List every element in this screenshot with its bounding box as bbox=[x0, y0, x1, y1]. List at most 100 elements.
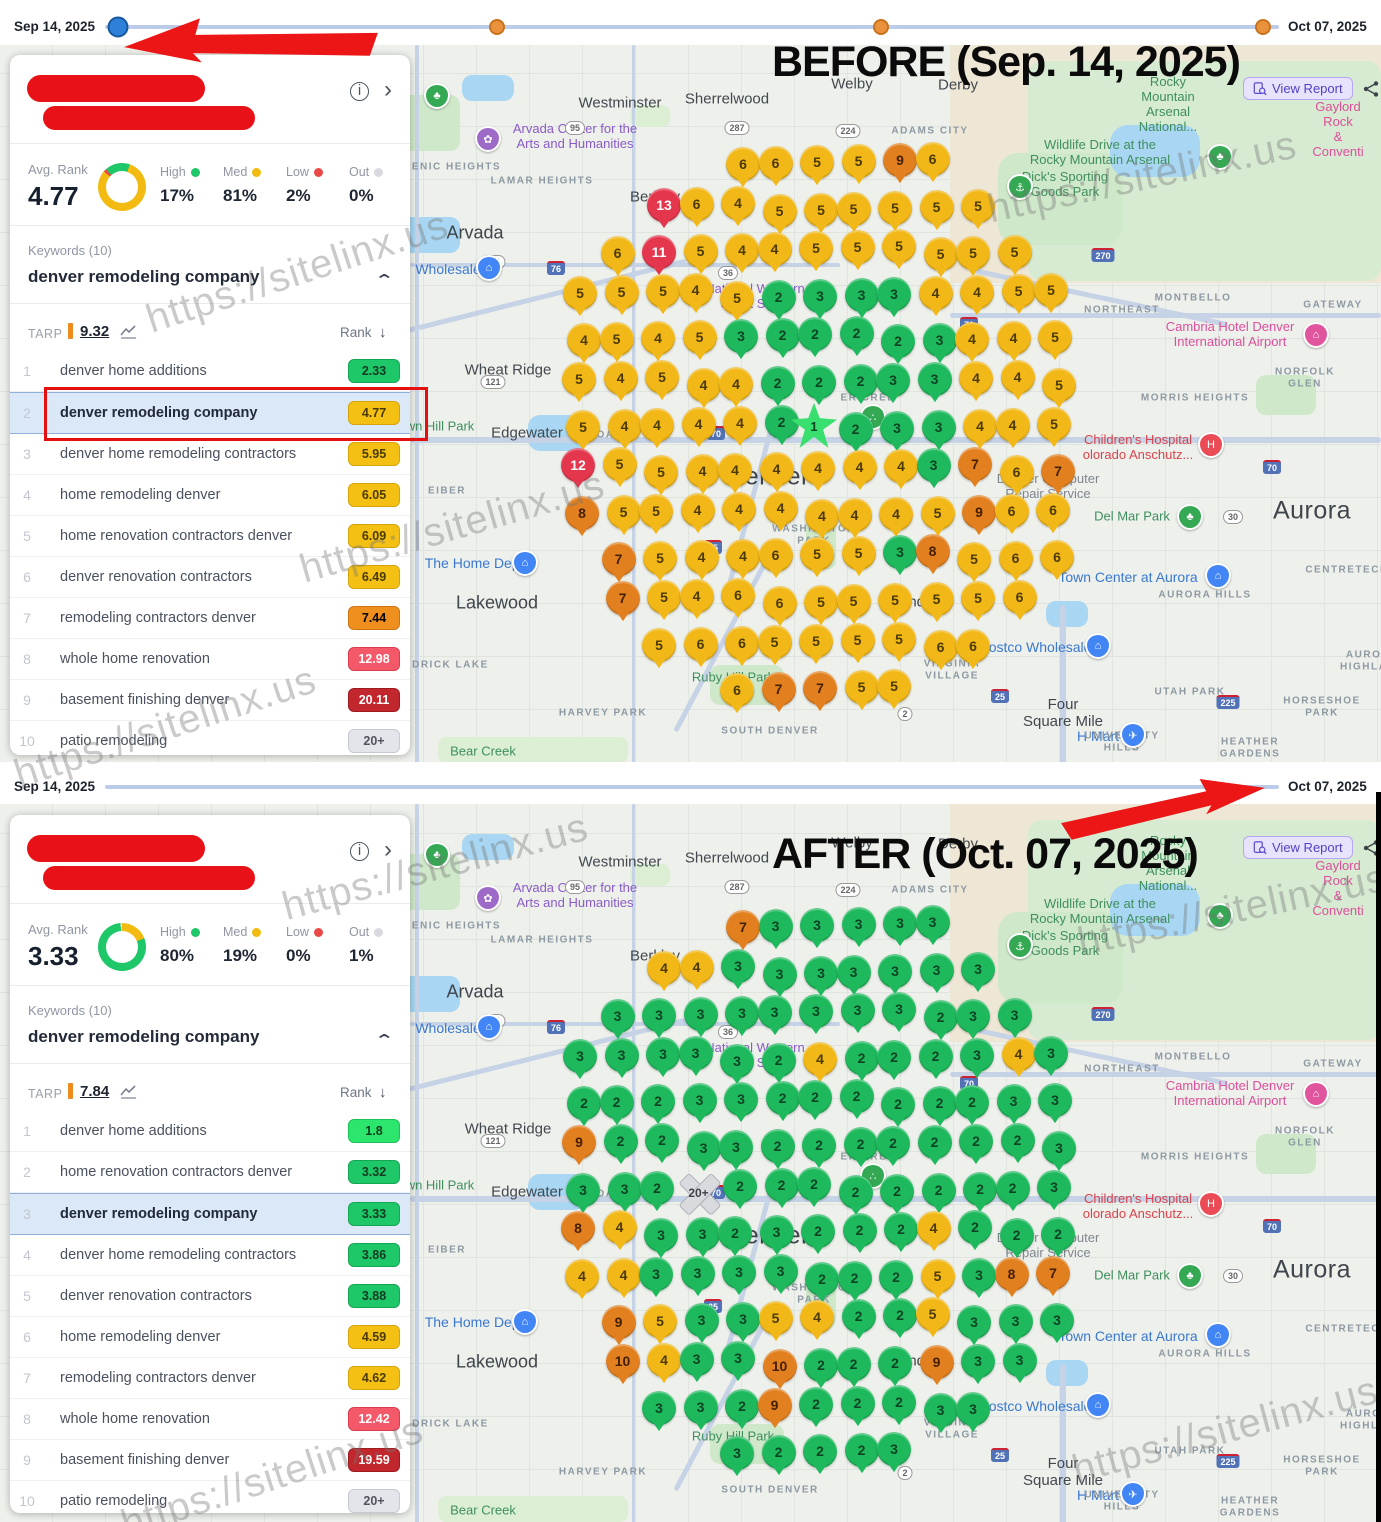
rank-pin[interactable]: 5 bbox=[644, 455, 678, 490]
rank-pin[interactable]: 2 bbox=[801, 1214, 835, 1249]
rank-pin[interactable]: 3 bbox=[682, 1083, 717, 1118]
rank-pin[interactable]: 2 bbox=[603, 1124, 638, 1159]
rank-pin[interactable]: 2 bbox=[959, 1124, 993, 1159]
keyword-row[interactable]: 5 denver renovation contractors 3.88 bbox=[10, 1276, 410, 1317]
rank-pin[interactable]: 2 bbox=[841, 1299, 876, 1334]
rank-pin[interactable]: 5 bbox=[840, 622, 875, 657]
rank-pin[interactable]: 6 bbox=[725, 625, 759, 660]
rank-pin[interactable]: 5 bbox=[836, 584, 871, 619]
rank-pin[interactable]: 4 bbox=[680, 492, 715, 527]
rank-pin[interactable]: 5 bbox=[647, 580, 681, 615]
rank-pin[interactable]: 5 bbox=[646, 273, 680, 308]
rank-pin[interactable]: 2 bbox=[797, 1166, 831, 1201]
rank-pin[interactable]: 3 bbox=[757, 995, 792, 1030]
rank-pin[interactable]: 3 bbox=[644, 1218, 678, 1253]
rank-pin[interactable]: 2 bbox=[840, 1385, 875, 1420]
rank-pin[interactable]: 4 bbox=[803, 1041, 837, 1076]
view-report-button-after[interactable]: View Report bbox=[1243, 836, 1353, 859]
rank-pin[interactable]: 3 bbox=[683, 997, 718, 1032]
rank-pin[interactable]: 3 bbox=[915, 905, 950, 940]
rank-pin[interactable]: 4 bbox=[759, 452, 794, 487]
keyword-row[interactable]: 10 patio remodeling 20+ bbox=[10, 1481, 410, 1521]
rank-pin[interactable]: 5 bbox=[961, 581, 995, 616]
rank-pin[interactable]: 4 bbox=[763, 490, 798, 525]
rank-pin[interactable]: 2 bbox=[923, 1000, 958, 1035]
rank-pin[interactable]: 4 bbox=[681, 406, 716, 441]
rank-pin[interactable]: 5 bbox=[882, 229, 916, 264]
rank-pin[interactable]: 12 bbox=[561, 448, 595, 483]
rank-pin[interactable]: 4 bbox=[647, 1343, 681, 1378]
keyword-row[interactable]: 2 denver remodeling company 4.77 bbox=[10, 392, 410, 434]
rank-pin[interactable]: 2 bbox=[877, 1039, 911, 1074]
rank-pin[interactable]: 4 bbox=[837, 497, 872, 532]
rank-pin[interactable]: 2 bbox=[640, 1170, 674, 1205]
rank-pin[interactable]: 2 bbox=[881, 324, 915, 359]
keyword-selector[interactable]: denver remodeling company bbox=[28, 267, 260, 286]
rank-pin[interactable]: 9 bbox=[919, 1345, 954, 1380]
rank-pin[interactable]: 3 bbox=[720, 1436, 754, 1471]
keyword-row[interactable]: 2 home renovation contractors denver 3.32 bbox=[10, 1152, 410, 1193]
rank-pin[interactable]: 3 bbox=[841, 907, 876, 942]
rank-pin[interactable]: 2 bbox=[764, 404, 799, 439]
rank-pin[interactable]: 4 bbox=[960, 274, 994, 309]
timeline-handle-orange[interactable] bbox=[873, 19, 889, 35]
chevron-right-icon[interactable]: › bbox=[384, 836, 392, 863]
rank-pin[interactable]: 4 bbox=[718, 453, 752, 488]
rank-pin[interactable]: 6 bbox=[720, 673, 754, 708]
rank-pin[interactable]: 4 bbox=[918, 275, 953, 310]
timeline-handle-orange[interactable] bbox=[489, 19, 505, 35]
rank-pin[interactable]: 3 bbox=[836, 954, 871, 989]
rank-pin[interactable]: 7 bbox=[601, 542, 636, 577]
rank-pin[interactable]: 2 bbox=[878, 1346, 912, 1381]
rank-pin[interactable]: 2 bbox=[839, 316, 874, 351]
share-icon-before[interactable] bbox=[1362, 80, 1380, 98]
rank-pin[interactable]: 3 bbox=[642, 1390, 676, 1425]
keyword-row[interactable]: 3 denver remodeling company 3.33 bbox=[10, 1193, 410, 1235]
rank-pin[interactable]: 5 bbox=[923, 237, 958, 272]
rank-pin[interactable]: 4 bbox=[567, 323, 601, 358]
rank-pin[interactable]: 4 bbox=[641, 321, 675, 356]
rank-pin[interactable]: 9 bbox=[757, 1387, 792, 1422]
rank-pin[interactable]: 6 bbox=[1040, 540, 1074, 575]
rank-pin[interactable]: 3 bbox=[878, 953, 912, 988]
trend-chart-icon[interactable] bbox=[120, 1084, 138, 1099]
rank-pin[interactable]: 5 bbox=[841, 536, 876, 571]
rank-pin[interactable]: 2 bbox=[842, 1213, 877, 1248]
rank-pin[interactable]: 2 bbox=[838, 411, 873, 446]
rank-pin[interactable]: 3 bbox=[683, 1389, 718, 1424]
rank-pin[interactable]: 3 bbox=[763, 1253, 798, 1288]
rank-pin[interactable]: 10 bbox=[605, 1344, 640, 1379]
rank-pin[interactable]: 3 bbox=[721, 948, 755, 983]
rank-pin[interactable]: 2 bbox=[1041, 1217, 1075, 1252]
rank-pin[interactable]: 2 bbox=[764, 1167, 799, 1202]
rank-pin[interactable]: 2 bbox=[839, 1079, 874, 1114]
rank-pin[interactable]: 2 bbox=[999, 1218, 1034, 1253]
rank-pin[interactable]: 5 bbox=[758, 1301, 793, 1336]
rank-pin[interactable]: 5 bbox=[920, 495, 955, 530]
rank-pin[interactable]: 3 bbox=[646, 1036, 680, 1071]
rank-sort-label[interactable]: Rank bbox=[340, 325, 372, 340]
rank-pin[interactable]: 4 bbox=[879, 496, 913, 531]
rank-pin[interactable]: 3 bbox=[877, 276, 911, 311]
rank-pin[interactable]: 5 bbox=[919, 189, 954, 224]
rank-pin[interactable]: 4 bbox=[721, 185, 755, 220]
rank-pin[interactable]: 4 bbox=[679, 949, 714, 984]
rank-pin[interactable]: 3 bbox=[922, 323, 957, 358]
rank-pin[interactable]: 5 bbox=[1001, 273, 1036, 308]
rank-pin[interactable]: 5 bbox=[997, 235, 1032, 270]
rank-pin[interactable]: 4 bbox=[884, 449, 918, 484]
rank-pin[interactable]: 2 bbox=[963, 1171, 997, 1206]
rank-pin[interactable]: 2 bbox=[922, 1086, 957, 1121]
rank-pin[interactable]: 2 bbox=[567, 1086, 601, 1121]
rank-pin[interactable]: 5 bbox=[682, 320, 717, 355]
rank-pin[interactable]: 2 bbox=[760, 1129, 795, 1164]
rank-pin[interactable]: 3 bbox=[883, 906, 917, 941]
rank-pin[interactable]: 2 bbox=[995, 1170, 1030, 1205]
rank-pin[interactable]: 3 bbox=[997, 998, 1032, 1033]
rank-pin[interactable]: 5 bbox=[841, 144, 876, 179]
rank-pin[interactable]: 6 bbox=[758, 146, 793, 181]
rank-pin[interactable]: 6 bbox=[679, 186, 714, 221]
rank-pin[interactable]: 2 bbox=[798, 1080, 832, 1115]
rank-pin[interactable]: 3 bbox=[607, 1171, 642, 1206]
rank-pin[interactable]: 5 bbox=[683, 234, 718, 269]
